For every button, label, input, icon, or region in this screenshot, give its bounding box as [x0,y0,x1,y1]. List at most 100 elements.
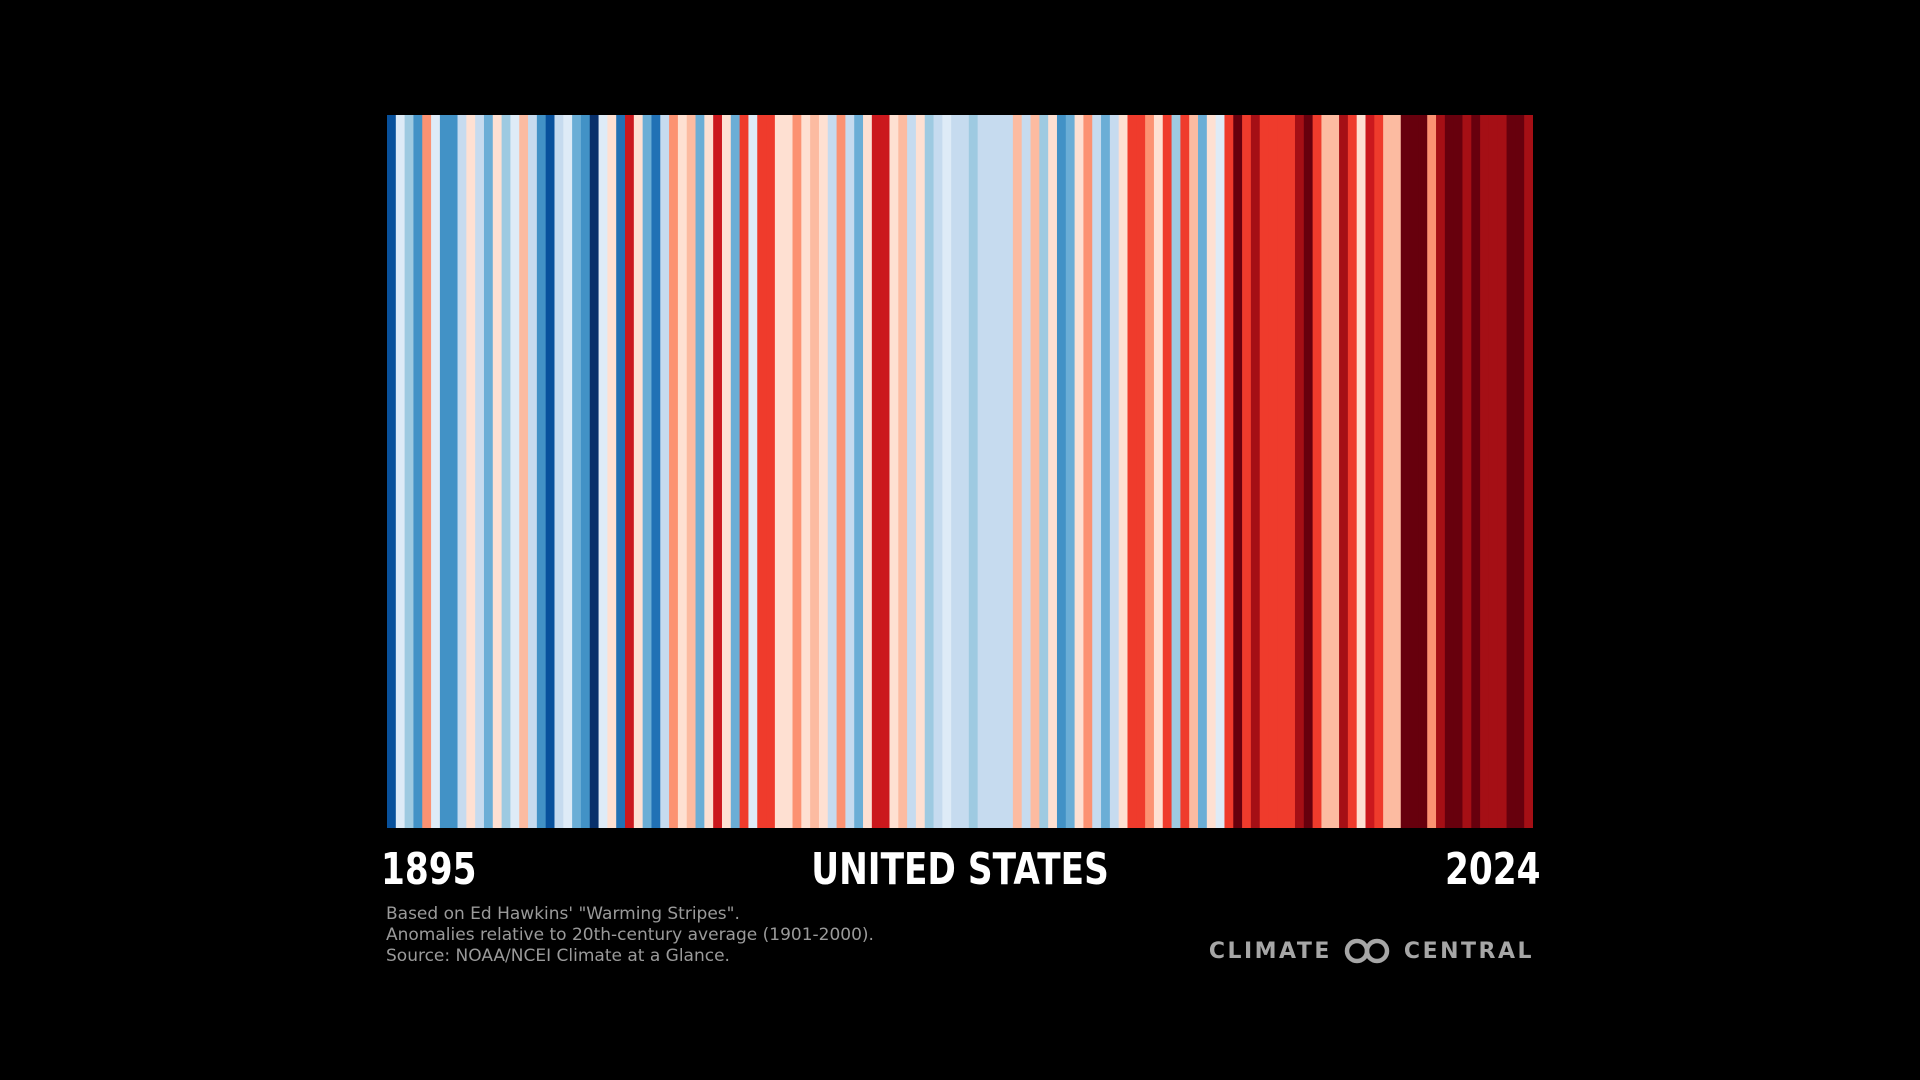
stripes-plot [387,115,1533,828]
stripe-1905 [475,115,485,828]
stripe-1957 [933,115,943,828]
attribution-footnote: Based on Ed Hawkins' "Warming Stripes". … [386,904,874,967]
stripe-2005 [1356,115,1367,828]
stripe-2022 [1506,115,1516,828]
stripe-2018 [1471,115,1481,828]
stripe-1909 [510,115,520,828]
stripe-1927 [669,115,679,828]
stripe-1976 [1101,115,1111,828]
stripe-2008 [1383,115,1393,828]
stripe-1924 [642,115,653,828]
stripe-1916 [572,115,582,828]
stripe-1994 [1259,115,1270,828]
stripe-1996 [1277,115,1287,828]
stripe-1913 [545,115,556,828]
stripe-1923 [633,115,644,828]
stripe-1930 [695,115,705,828]
stripe-1931 [704,115,714,828]
stripe-1896 [395,115,406,828]
footnote-line: Source: NOAA/NCEI Climate at a Glance. [386,946,730,966]
warming-stripes-chart [387,115,1533,828]
stripe-1941 [792,115,802,828]
stripe-2017 [1462,115,1472,828]
stripe-1943 [810,115,820,828]
stripe-1991 [1233,115,1243,828]
stripe-1995 [1268,115,1278,828]
stripe-1965 [1004,115,1014,828]
stripe-1902 [448,115,459,828]
stripe-2009 [1391,115,1402,828]
stripe-1912 [536,115,547,828]
stripe-1972 [1065,115,1076,828]
stripe-1984 [1171,115,1181,828]
end-year-label: 2024 [1444,844,1540,895]
stripe-1960 [960,115,970,828]
stripe-1900 [431,115,441,828]
stripe-2013 [1427,115,1437,828]
stripe-1979 [1127,115,1137,828]
brand-word-right: CENTRAL [1403,938,1534,964]
stripe-1907 [492,115,503,828]
stripe-1939 [774,115,785,828]
stripe-1978 [1118,115,1129,828]
stripe-1986 [1189,115,1199,828]
footnote-line: Anomalies relative to 20th-century avera… [386,925,874,945]
stripe-1997 [1286,115,1296,828]
stripe-1962 [977,115,988,828]
stripe-1933 [721,115,732,828]
stripe-1917 [580,115,591,828]
stripe-1952 [889,115,899,828]
stripe-1964 [995,115,1005,828]
stripe-1929 [686,115,697,828]
stripe-1968 [1030,115,1040,828]
stripe-1977 [1109,115,1120,828]
stripe-1920 [607,115,617,828]
stripe-1946 [836,115,846,828]
stripe-1945 [827,115,838,828]
stripe-1949 [863,115,873,828]
stripe-1970 [1048,115,1058,828]
footnote-line: Based on Ed Hawkins' "Warming Stripes". [386,904,740,924]
stripe-1925 [651,115,661,828]
stripe-2002 [1330,115,1340,828]
stripe-1955 [915,115,926,828]
stripe-1934 [730,115,741,828]
stripe-2015 [1444,115,1455,828]
stripe-2004 [1347,115,1358,828]
stripe-2024 [1524,115,1533,828]
stripe-1919 [598,115,608,828]
stripe-1914 [554,115,564,828]
stripe-1992 [1242,115,1252,828]
stripe-2001 [1321,115,1331,828]
stripe-1954 [907,115,917,828]
stripe-2000 [1312,115,1323,828]
stripe-2014 [1436,115,1446,828]
stripe-1903 [457,115,467,828]
stripe-1915 [563,115,573,828]
stripe-1982 [1153,115,1164,828]
stripe-1981 [1145,115,1155,828]
stripe-2020 [1488,115,1499,828]
stripe-1998 [1294,115,1305,828]
stripe-1918 [589,115,600,828]
stripe-2023 [1515,115,1525,828]
stripe-1898 [413,115,423,828]
stripe-1922 [625,115,635,828]
interlocking-rings-icon [1344,938,1390,964]
stripe-1921 [616,115,626,828]
stripe-1959 [951,115,961,828]
stripe-1935 [739,115,750,828]
stripe-2010 [1400,115,1411,828]
stripe-1963 [986,115,996,828]
stripe-1942 [801,115,811,828]
stripe-2019 [1480,115,1490,828]
stripe-1948 [854,115,864,828]
stripe-1926 [660,115,670,828]
stripe-2006 [1365,115,1375,828]
stripe-1988 [1206,115,1217,828]
stripe-2007 [1374,115,1384,828]
stripe-2003 [1339,115,1349,828]
stripe-1906 [483,115,494,828]
stripe-2012 [1418,115,1428,828]
stripe-1973 [1074,115,1085,828]
